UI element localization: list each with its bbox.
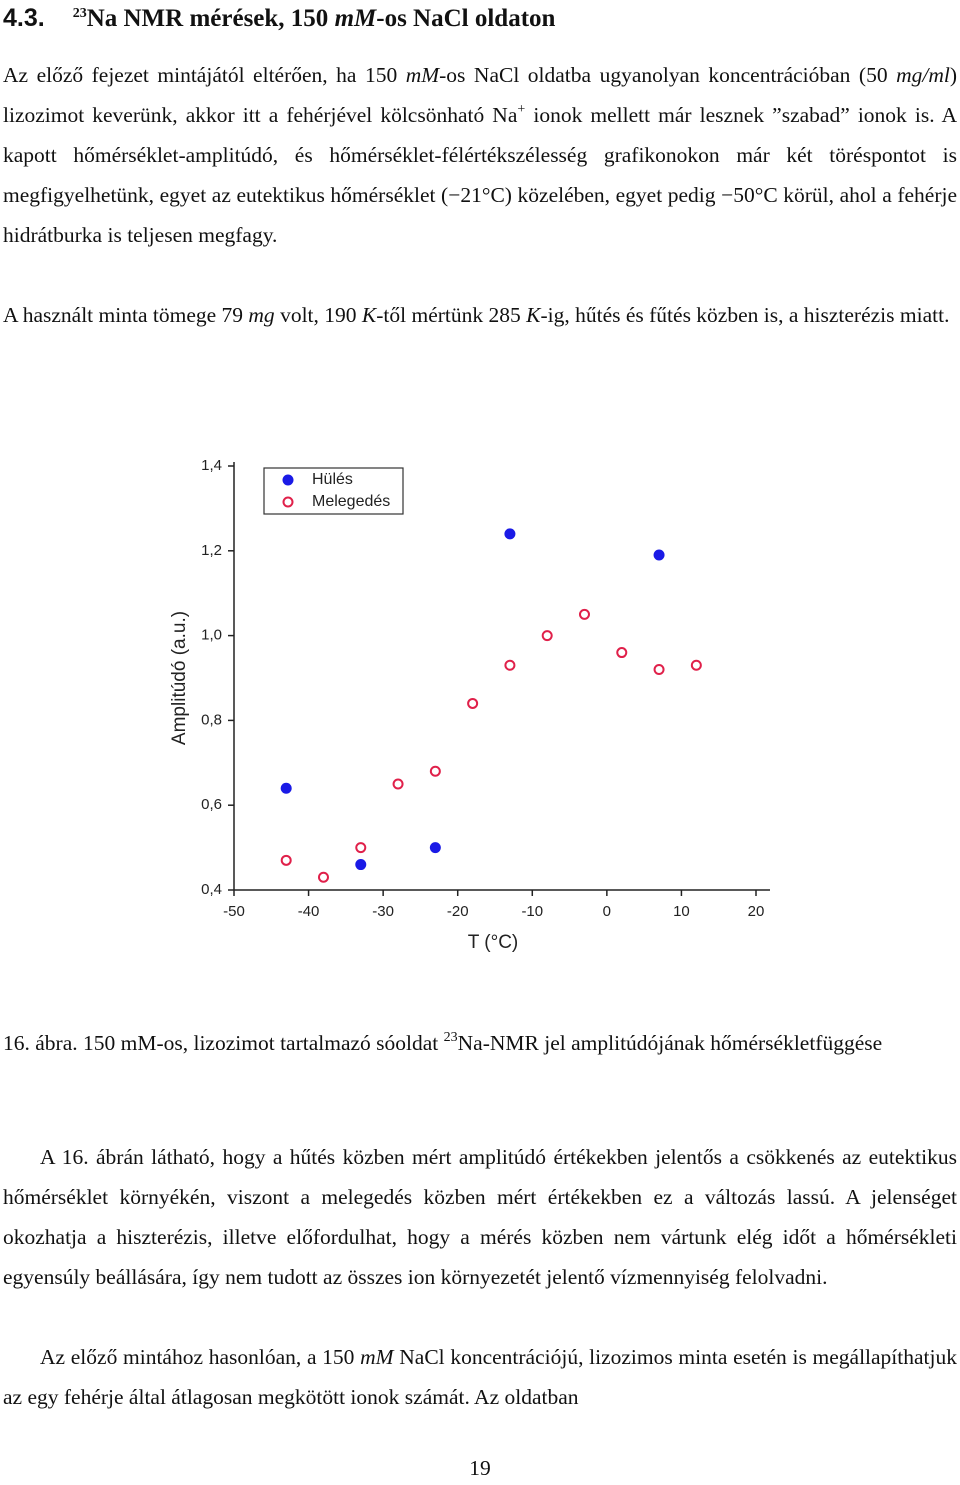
text: Az előző mintához hasonlóan, a 150	[40, 1345, 361, 1369]
point	[429, 842, 441, 854]
superscript: 23	[72, 6, 87, 21]
math: mM	[405, 63, 440, 87]
x-tick-label: -10	[521, 903, 543, 920]
math: mg/ml	[896, 63, 950, 87]
text: Na-NMR jel amplitúdójának hőmérsékletfüg…	[457, 1031, 883, 1055]
superscript: +	[517, 102, 526, 117]
paragraph: Az előző fejezet mintájától eltérően, ha…	[3, 55, 957, 255]
math: mg	[248, 303, 275, 327]
legend-marker	[282, 474, 294, 486]
title-text: Na NMR mérések, 150	[86, 5, 335, 32]
text: 16. ábra. 150 mM-os, lizozimot tartalmaz…	[3, 1031, 444, 1055]
text: A 16. ábrán látható, hogy a hűtés közben…	[3, 1145, 957, 1289]
page-number: 19	[469, 1456, 491, 1480]
text: ionok mellett már lesznek ”szabad” ionok…	[3, 103, 957, 247]
point	[504, 528, 516, 540]
y-tick-label: 1,0	[201, 627, 222, 644]
paragraph: Az előző mintához hasonlóan, a 150 mM Na…	[3, 1337, 957, 1417]
x-tick-label: -40	[298, 903, 320, 920]
x-tick-label: -20	[447, 903, 469, 920]
x-tick-label: 20	[748, 903, 765, 920]
y-tick-label: 1,4	[201, 457, 222, 474]
point	[616, 647, 628, 659]
point	[467, 697, 479, 709]
math: K	[526, 303, 541, 327]
point	[504, 659, 516, 671]
point	[280, 782, 292, 794]
point	[653, 664, 665, 676]
point	[578, 608, 590, 620]
x-tick-label: -50	[223, 903, 245, 920]
x-tick-label: 0	[603, 903, 611, 920]
x-tick-label: -30	[372, 903, 394, 920]
title-math: mM	[334, 5, 377, 32]
x-axis-title: T (°C)	[468, 932, 519, 953]
caption: 16. ábra. 150 mM-os, lizozimot tartalmaz…	[3, 1023, 957, 1063]
point	[280, 854, 292, 866]
text: -os NaCl oldatba ugyanolyan koncentráció…	[439, 63, 897, 87]
y-tick-label: 0,6	[201, 796, 222, 813]
section-heading: 4.3. 23Na NMR mérések, 150 mM-os NaCl old…	[3, 0, 555, 37]
text: volt, 190	[274, 303, 362, 327]
text: Az előző fejezet mintájától eltérően, ha…	[3, 63, 406, 87]
x-tick-label: 10	[673, 903, 690, 920]
text: NaCl koncentrációjú, lizozimos minta ese…	[3, 1345, 957, 1409]
point	[653, 549, 665, 561]
legend-label: Hülés	[312, 471, 353, 488]
point	[355, 842, 367, 854]
section-number: 4.3.	[3, 4, 45, 32]
point	[355, 859, 367, 871]
paragraph: A használt minta tömege 79 mg volt, 190 …	[3, 295, 957, 335]
y-tick-label: 0,4	[201, 881, 222, 898]
point	[317, 871, 329, 883]
y-axis-title: Amplitúdó (a.u.)	[169, 611, 190, 745]
math: K	[361, 303, 377, 327]
text: -ig, hűtés és fűtés közben is, a hiszter…	[540, 303, 950, 327]
text: -től mértünk 285	[376, 303, 527, 327]
math: mM	[360, 1345, 394, 1369]
superscript: 23	[443, 1030, 458, 1045]
title-text: -os NaCl oldaton	[376, 5, 556, 32]
point	[541, 630, 553, 642]
point	[429, 765, 441, 777]
point	[392, 778, 404, 790]
text: ) lizozimot keverünk, akkor itt a fehérj…	[3, 63, 958, 127]
text: A használt minta tömege 79	[3, 303, 249, 327]
y-tick-label: 1,2	[201, 542, 222, 559]
legend-marker	[282, 496, 294, 508]
paragraph: A 16. ábrán látható, hogy a hűtés közben…	[3, 1137, 957, 1297]
y-tick-label: 0,8	[201, 711, 222, 728]
chart: 0,4 0,6 0,8 1,0 1,2 1,4 -50 -40 -30 -20 -10 0 10 20 T …	[169, 457, 770, 953]
point	[690, 659, 702, 671]
legend-label: Melegedés	[312, 493, 390, 510]
